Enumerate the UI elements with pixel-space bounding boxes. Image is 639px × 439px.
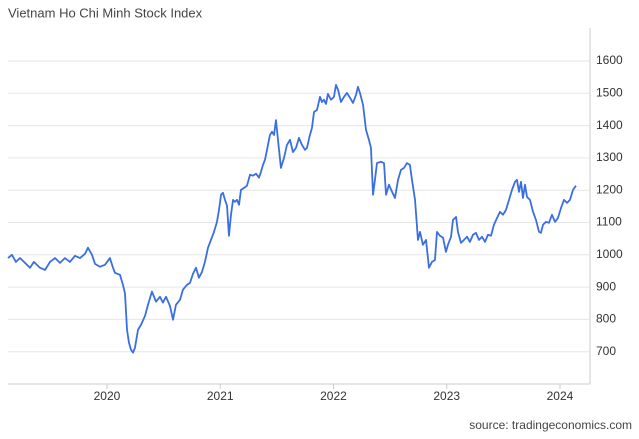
x-tick-label: 2024 [547,389,574,403]
y-tick-label: 1000 [596,247,623,261]
y-tick-label: 900 [596,279,616,293]
y-tick-label: 700 [596,344,616,358]
y-tick-label: 800 [596,312,616,326]
y-tick-label: 1500 [596,85,623,99]
y-tick-label: 1300 [596,150,623,164]
price-line [7,84,577,354]
x-tick-label: 2021 [207,389,234,403]
x-tick-label: 2022 [320,389,347,403]
y-tick-label: 1200 [596,182,623,196]
y-tick-label: 1100 [596,215,622,229]
x-tick-label: 2020 [94,389,121,403]
x-tick-label: 2023 [433,389,460,403]
y-tick-label: 1400 [596,118,623,132]
chart-title: Vietnam Ho Chi Minh Stock Index [8,5,203,20]
y-tick-label: 1600 [596,53,623,67]
source: source: tradingeconomics.com [469,418,632,432]
